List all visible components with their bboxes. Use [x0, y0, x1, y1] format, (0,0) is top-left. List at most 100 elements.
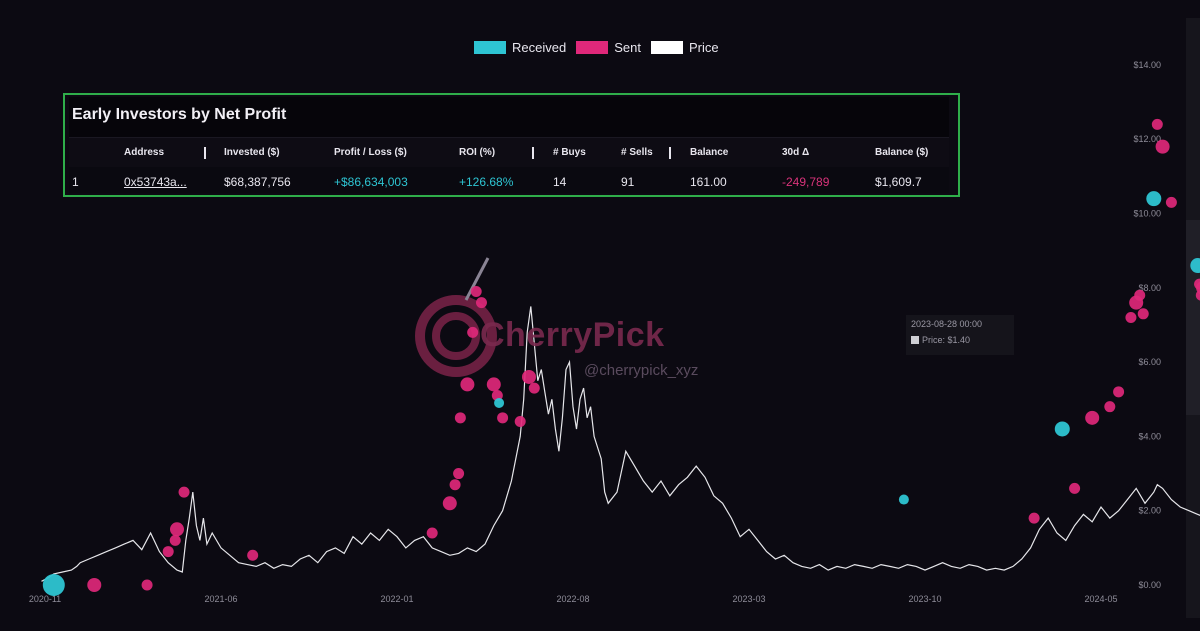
sent-point[interactable]: [454, 412, 466, 424]
y-tick-label: $6.00: [1138, 357, 1161, 367]
y-tick-label: $8.00: [1138, 283, 1161, 293]
header-roi[interactable]: ROI (%): [459, 147, 496, 158]
received-point[interactable]: [1190, 258, 1200, 274]
sent-point[interactable]: [514, 416, 526, 428]
x-tick-label: 2024-05: [1084, 594, 1117, 604]
sent-point[interactable]: [1069, 482, 1081, 494]
price-line: [41, 306, 1200, 582]
legend-swatch-sent: [576, 41, 609, 54]
sent-point[interactable]: [169, 534, 181, 546]
x-tick-label: 2022-08: [556, 594, 589, 604]
received-point[interactable]: [1146, 191, 1162, 207]
legend: Received Sent Price: [474, 40, 719, 55]
cell-rank: 1: [72, 175, 79, 189]
x-tick-label: 2023-03: [732, 594, 765, 604]
x-tick-label: 2021-06: [204, 594, 237, 604]
received-point[interactable]: [494, 397, 505, 408]
received-point[interactable]: [898, 494, 909, 505]
cell-buys: 14: [553, 175, 567, 189]
sent-point[interactable]: [522, 369, 536, 384]
sent-point[interactable]: [1165, 196, 1177, 208]
legend-swatch-price: [650, 41, 683, 54]
table-header-row: [69, 137, 949, 168]
cell-30d-delta: -249,789: [782, 175, 830, 189]
sent-point[interactable]: [528, 382, 540, 394]
cell-profit: +$86,634,003: [334, 175, 408, 189]
header-balance-usd[interactable]: Balance ($): [875, 147, 929, 158]
tooltip-price: Price: $1.40: [922, 335, 971, 345]
header-balance[interactable]: Balance: [690, 147, 729, 158]
table-row: [69, 167, 949, 193]
y-tick-label: $0.00: [1138, 580, 1161, 590]
legend-item-received[interactable]: Received: [474, 40, 566, 55]
legend-label-sent: Sent: [614, 40, 641, 55]
header-sells[interactable]: # Sells: [621, 147, 653, 158]
sent-point[interactable]: [1134, 289, 1146, 301]
header-address[interactable]: Address: [124, 147, 165, 158]
header-buys[interactable]: # Buys: [553, 147, 586, 158]
y-tick-label: $2.00: [1138, 506, 1161, 516]
legend-label-received: Received: [512, 40, 567, 55]
sent-point[interactable]: [470, 286, 482, 298]
sent-point[interactable]: [170, 522, 184, 537]
sent-point[interactable]: [467, 326, 479, 338]
x-tick-label: 2022-01: [380, 594, 413, 604]
column-separator: [669, 147, 671, 159]
sent-point[interactable]: [1195, 289, 1200, 301]
sent-point[interactable]: [87, 578, 102, 592]
sent-point[interactable]: [1151, 118, 1163, 130]
sent-point[interactable]: [426, 527, 438, 539]
sent-point[interactable]: [486, 377, 501, 392]
sent-point[interactable]: [1137, 308, 1149, 320]
sent-point[interactable]: [141, 579, 153, 591]
sent-point[interactable]: [1104, 401, 1116, 413]
received-point[interactable]: [1054, 421, 1070, 437]
sent-point[interactable]: [1085, 410, 1100, 425]
sent-points: [87, 118, 1200, 592]
header-invested[interactable]: Invested ($): [224, 147, 280, 158]
sent-point[interactable]: [1155, 139, 1170, 154]
column-separator: [204, 147, 206, 159]
y-tick-label: $14.00: [1133, 60, 1161, 70]
sent-point[interactable]: [178, 486, 190, 498]
legend-label-price: Price: [688, 40, 719, 55]
watermark-handle: @cherrypick_xyz: [584, 362, 699, 379]
sent-point[interactable]: [1194, 278, 1200, 290]
cell-balance-usd: $1,609.7: [875, 175, 922, 189]
y-axis-ticks: $0.00 $2.00 $4.00 $6.00 $8.00 $10.00 $12.00 $14…: [1133, 60, 1161, 590]
sent-point[interactable]: [247, 549, 259, 561]
cell-sells: 91: [621, 175, 635, 189]
header-profit[interactable]: Profit / Loss ($): [334, 147, 407, 158]
x-tick-label: 2020-11: [29, 594, 61, 604]
investors-table-panel: Early Investors by Net Profit Address In…: [63, 93, 960, 197]
cell-balance: 161.00: [690, 175, 727, 189]
sent-point[interactable]: [442, 496, 457, 511]
sent-point[interactable]: [1113, 386, 1125, 398]
legend-item-sent[interactable]: Sent: [576, 40, 641, 55]
tooltip-swatch: [911, 336, 919, 344]
cell-invested: $68,387,756: [224, 175, 291, 189]
received-point[interactable]: [42, 574, 65, 596]
y-tick-label: $12.00: [1133, 134, 1161, 144]
sent-point[interactable]: [460, 377, 475, 392]
sent-point[interactable]: [475, 297, 487, 309]
watermark-name: CherryPick: [480, 316, 665, 354]
table-title: Early Investors by Net Profit: [72, 106, 287, 123]
sent-point[interactable]: [1125, 312, 1137, 324]
legend-swatch-received: [474, 41, 506, 54]
sent-point[interactable]: [1028, 512, 1040, 524]
header-30d-delta[interactable]: 30d Δ: [782, 147, 810, 158]
sent-point[interactable]: [162, 546, 174, 558]
investors-table: Early Investors by Net Profit Address In…: [69, 97, 949, 193]
legend-item-price[interactable]: Price: [650, 40, 719, 55]
cell-address-link[interactable]: 0x53743a...: [124, 175, 187, 189]
y-tick-label: $4.00: [1138, 431, 1161, 441]
cell-roi: +126.68%: [459, 175, 514, 189]
sent-point[interactable]: [497, 412, 509, 424]
price-tooltip: 2023-08-28 00:00 Price: $1.40: [906, 315, 1014, 355]
sent-point[interactable]: [453, 468, 465, 480]
received-points: [42, 191, 1200, 596]
sent-point[interactable]: [449, 479, 461, 491]
